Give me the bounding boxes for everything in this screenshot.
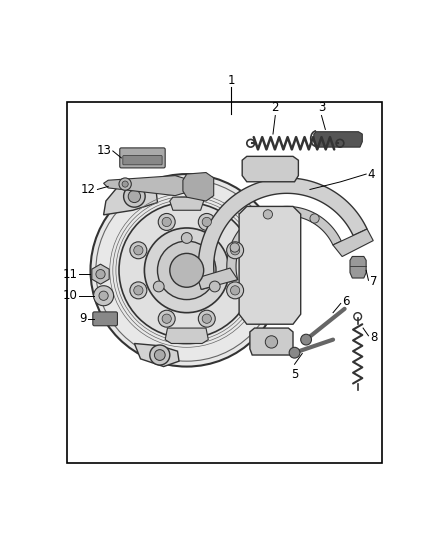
Circle shape [202, 314, 212, 324]
Circle shape [119, 178, 131, 190]
Circle shape [150, 345, 170, 365]
Polygon shape [314, 132, 362, 147]
Circle shape [230, 243, 240, 252]
Circle shape [170, 253, 204, 287]
Circle shape [96, 270, 105, 279]
Circle shape [226, 282, 244, 299]
Circle shape [158, 214, 175, 230]
Circle shape [265, 336, 278, 348]
Circle shape [181, 232, 192, 244]
Polygon shape [103, 175, 194, 196]
Circle shape [158, 241, 216, 300]
Text: 4: 4 [367, 167, 375, 181]
Polygon shape [350, 256, 366, 278]
Text: 11: 11 [62, 268, 78, 281]
Circle shape [162, 314, 171, 324]
Text: 3: 3 [318, 101, 325, 114]
Polygon shape [198, 268, 238, 289]
Text: 2: 2 [272, 101, 279, 114]
Polygon shape [227, 206, 341, 282]
Polygon shape [183, 173, 214, 201]
Polygon shape [239, 206, 301, 324]
Circle shape [310, 214, 319, 223]
Polygon shape [165, 328, 208, 343]
Polygon shape [103, 182, 158, 215]
Circle shape [230, 286, 240, 295]
FancyBboxPatch shape [123, 156, 162, 165]
Circle shape [122, 181, 128, 187]
Circle shape [155, 350, 165, 360]
Circle shape [119, 203, 254, 338]
Circle shape [99, 291, 108, 301]
Polygon shape [170, 197, 204, 210]
Circle shape [198, 214, 215, 230]
Circle shape [289, 348, 300, 358]
Circle shape [124, 185, 145, 207]
Circle shape [134, 286, 143, 295]
Text: 9: 9 [79, 312, 87, 325]
Circle shape [209, 281, 220, 292]
Circle shape [202, 217, 212, 227]
Circle shape [226, 242, 244, 259]
Circle shape [301, 334, 311, 345]
Circle shape [263, 210, 272, 219]
Circle shape [153, 281, 164, 292]
Circle shape [130, 242, 147, 259]
Circle shape [162, 217, 171, 227]
Circle shape [230, 246, 240, 255]
Text: 8: 8 [370, 331, 378, 344]
Polygon shape [333, 229, 373, 256]
Circle shape [158, 310, 175, 327]
Circle shape [130, 282, 147, 299]
Text: 7: 7 [370, 276, 378, 288]
Circle shape [134, 246, 143, 255]
FancyBboxPatch shape [93, 312, 117, 326]
Circle shape [145, 228, 229, 313]
Polygon shape [250, 328, 293, 355]
Polygon shape [242, 156, 298, 182]
Text: 1: 1 [227, 75, 235, 87]
Circle shape [198, 310, 215, 327]
Circle shape [91, 174, 283, 367]
Text: 5: 5 [291, 368, 298, 381]
Circle shape [94, 286, 113, 306]
Circle shape [96, 180, 278, 361]
Bar [67, 102, 381, 463]
Text: 13: 13 [96, 144, 111, 157]
Text: 6: 6 [342, 295, 350, 308]
Text: 12: 12 [81, 183, 96, 196]
Polygon shape [198, 178, 367, 289]
Circle shape [128, 190, 141, 203]
Text: 10: 10 [63, 289, 78, 302]
Polygon shape [125, 178, 173, 193]
Polygon shape [134, 343, 179, 367]
FancyBboxPatch shape [120, 148, 165, 168]
